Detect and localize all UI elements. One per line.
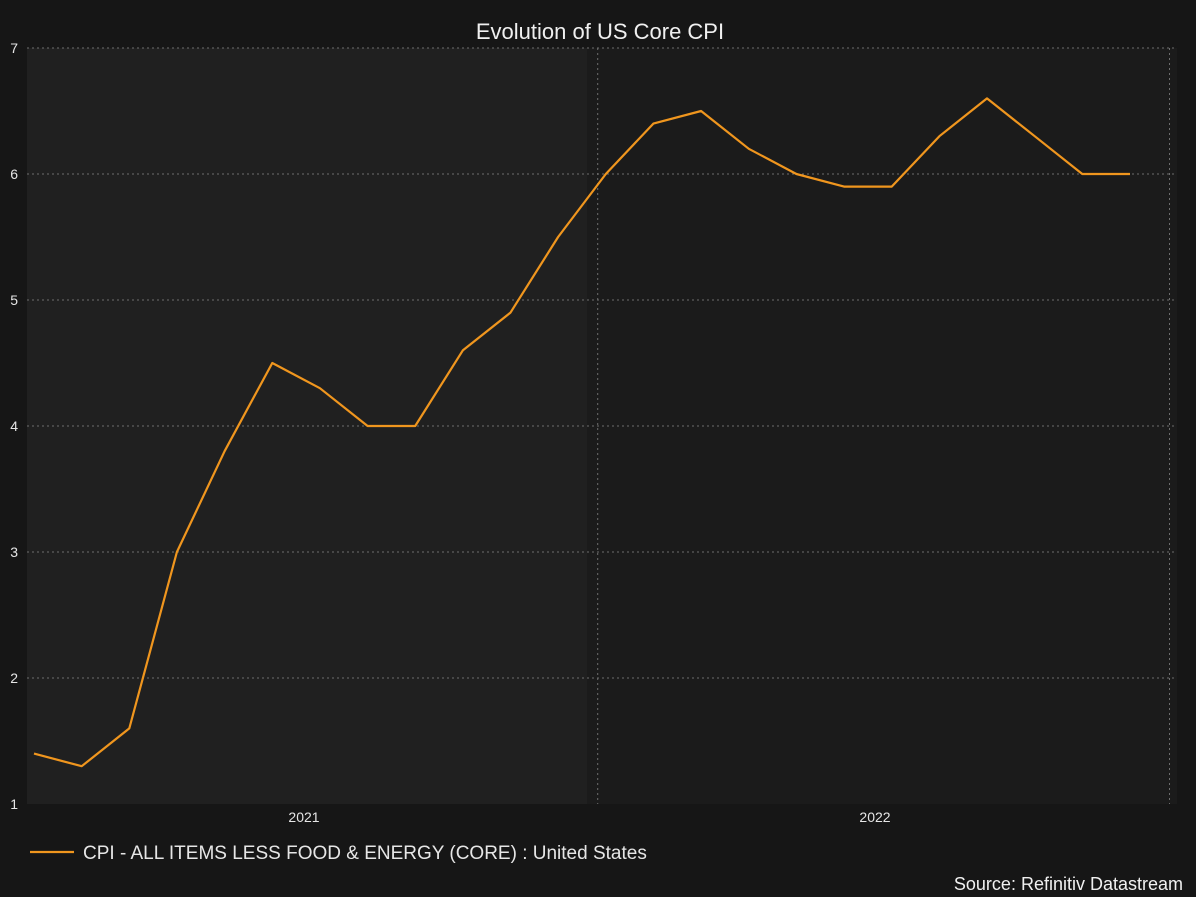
y-tick-label: 6 [10, 166, 18, 182]
y-axis-ticks: 1 2 3 4 5 6 7 [10, 40, 18, 812]
series-line-core-cpi [33, 97, 1130, 768]
legend-label: CPI - ALL ITEMS LESS FOOD & ENERGY (CORE… [83, 843, 647, 864]
y-tick-label: 3 [10, 544, 18, 560]
x-tick-label: 2022 [859, 809, 890, 825]
y-tick-label: 1 [10, 796, 18, 812]
source-note: Source: Refinitiv Datastream [954, 874, 1183, 894]
y-tick-label: 4 [10, 418, 18, 434]
x-axis-ticks: 2021 2022 [288, 809, 890, 825]
y-tick-label: 7 [10, 40, 18, 56]
series-layer [33, 97, 1130, 768]
chart-title: Evolution of US Core CPI [476, 19, 724, 44]
y-tick-label: 5 [10, 292, 18, 308]
grid-layer [27, 47, 1177, 804]
legend: CPI - ALL ITEMS LESS FOOD & ENERGY (CORE… [30, 843, 647, 864]
y-tick-label: 2 [10, 670, 18, 686]
x-tick-label: 2021 [288, 809, 319, 825]
